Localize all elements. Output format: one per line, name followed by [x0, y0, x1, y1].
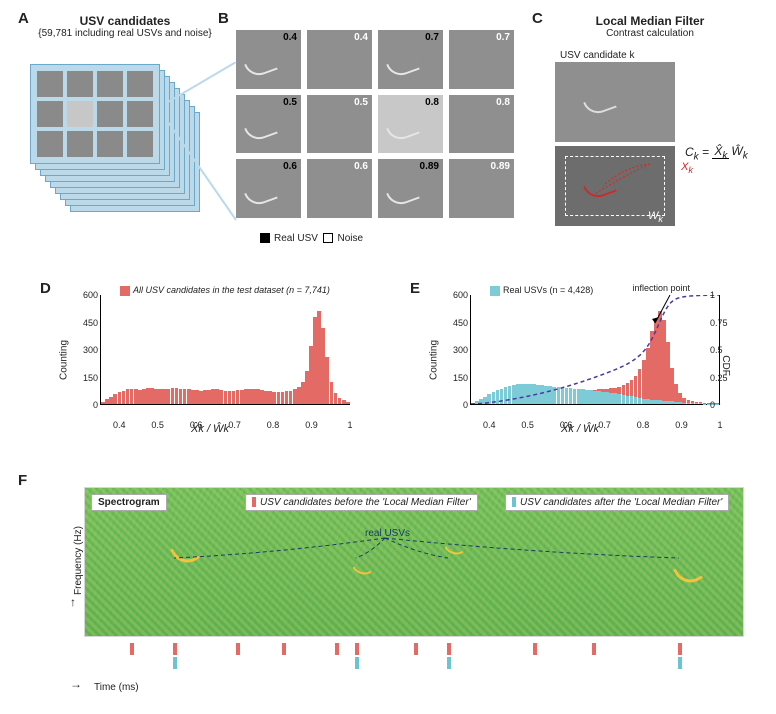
panel-e-chart: Real USVs (n = 4,428) inflection point C…	[430, 285, 730, 435]
panel-c-xk-label: Xk	[681, 161, 693, 175]
panel-b: 0.40.40.70.70.50.50.80.80.60.60.890.89 R…	[230, 14, 520, 224]
panel-a-subtitle: {59,781 including real USVs and noise}	[30, 28, 220, 39]
panel-d-bars	[101, 295, 350, 404]
panel-e-inflection-arrow	[650, 293, 690, 333]
panel-b-grid: 0.40.40.70.70.50.50.80.80.60.60.890.89	[235, 29, 515, 219]
panel-d-axes	[100, 295, 350, 405]
panel-label-e: E	[410, 280, 420, 297]
panel-e-yticks: 0150300450600	[448, 295, 468, 405]
panel-c-subtitle: Contrast calculation	[545, 28, 755, 39]
panel-d-xlabel: X̂k / Ŵk	[191, 423, 229, 435]
panel-c: Local Median Filter Contrast calculation…	[545, 14, 755, 244]
panel-c-top-image	[555, 62, 675, 142]
panel-f-spectrogram: Spectrogram USV candidates before the 'L…	[84, 487, 744, 637]
panel-f: Spectrogram USV candidates before the 'L…	[30, 475, 750, 695]
panel-d-chart: All USV candidates in the test dataset (…	[60, 285, 360, 435]
panel-e-inflection-label: inflection point	[632, 283, 690, 293]
panel-e-xlabel: X̂k / Ŵk	[561, 423, 599, 435]
panel-f-ticks-after	[84, 657, 744, 669]
panel-label-f: F	[18, 472, 27, 489]
panel-b-legend: Real USV Noise	[260, 233, 369, 244]
panel-e-yticks2: 00.250.50.751	[710, 295, 740, 405]
panel-c-title: Local Median Filter	[545, 14, 755, 28]
panel-label-c: C	[532, 10, 543, 27]
panel-f-ticks-before	[84, 643, 744, 655]
panel-a-title: USV candidates	[30, 14, 220, 28]
panel-a-to-b-connector	[168, 62, 238, 222]
panel-c-candidate-label: USV candidate k	[560, 50, 635, 61]
panel-label-a: A	[18, 10, 29, 27]
panel-f-ylabel: Frequency (Hz)	[73, 526, 84, 595]
panel-c-bottom-image: Xk Wk	[555, 146, 675, 226]
panel-label-d: D	[40, 280, 51, 297]
panel-d-ylabel: Counting	[59, 340, 70, 380]
panel-d-yticks: 0150300450600	[78, 295, 98, 405]
panel-f-xlabel: Time (ms)	[94, 682, 139, 693]
panel-c-images: Xk Wk	[555, 62, 675, 232]
panel-e-ylabel: Counting	[429, 340, 440, 380]
panel-c-formula: Ck = X̂kŴk	[685, 144, 750, 162]
